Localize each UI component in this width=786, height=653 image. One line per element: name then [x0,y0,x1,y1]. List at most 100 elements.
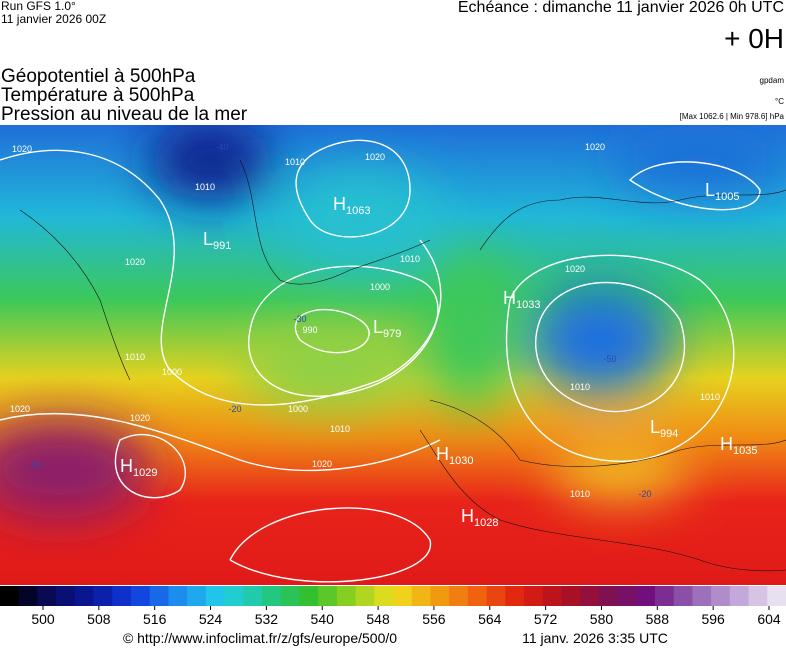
colorbar-tick-label: 596 [701,611,725,627]
pressure-kind: L [705,180,715,200]
echeance: Echéance : dimanche 11 janvier 2026 0h U… [458,0,784,16]
colorbar-tick-label: 604 [757,611,781,627]
colorbar-cell [617,586,637,606]
colorbar-cell [729,586,750,606]
colorbar-cell [37,586,57,606]
isobar-label: 1010 [570,489,590,499]
isobar-label: 1010 [285,157,305,167]
isobar-label: 1010 [125,352,145,362]
colorbar-cell [56,586,76,606]
colorbar-cell [767,586,786,606]
colorbar-tick-label: 524 [199,611,223,627]
colorbar-cell [542,586,562,606]
pressure-kind: H [503,288,516,308]
colorbar-tick-label: 564 [478,611,502,627]
isobar-label: 1010 [570,382,590,392]
colorbar-cell [748,586,768,606]
isobar-label: 1000 [288,404,308,414]
pressure-kind: H [120,456,133,476]
colorbar-cell [393,586,413,606]
isobar-label: 1020 [130,413,150,423]
pressure-value: 979 [383,328,401,340]
colorbar-cell [336,586,357,606]
pressure-kind: H [333,194,346,214]
colorbar-cell [168,586,188,606]
unit-1: gpdam [760,76,785,85]
colorbar-cell [262,586,282,606]
colorbar-cell [580,586,600,606]
isobar-label: 1010 [195,182,215,192]
isobar-label: 1020 [12,144,32,154]
colorbar-cell [18,586,38,606]
isobar-label: 1010 [330,424,350,434]
pressure-kind: L [203,229,213,249]
temperature-label: -50 [603,354,616,364]
footer-url: © http://www.infoclimat.fr/z/gfs/europe/… [123,630,397,646]
pressure-value: 1033 [516,299,540,311]
pressure-value: 1030 [449,455,473,467]
colorbar-cell [673,586,693,606]
pressure-center: L1005 [705,180,740,203]
map [0,125,786,585]
colorbar-tick-label: 548 [366,611,390,627]
isobar-label: 1010 [700,392,720,402]
colorbar-tick-label: 572 [534,611,558,627]
isobar-label: 1000 [370,282,390,292]
pressure-center: L979 [373,317,401,340]
temperature-label: -20 [228,404,241,414]
isobar-label: 1020 [125,257,145,267]
colorbar-cell [187,586,207,606]
lead-time: + 0H [724,23,784,54]
colorbar-cell [131,586,151,606]
pressure-center: H1028 [461,506,498,529]
pressure-value: 1063 [346,205,370,217]
pressure-center: H1030 [436,444,473,467]
run-date: 11 janvier 2026 00Z [1,12,106,26]
colorbar-cell [711,586,731,606]
pressure-value: 994 [660,428,678,440]
colorbar-cell [149,586,169,606]
colorbar-tick-label: 500 [31,611,55,627]
pressure-value: 1005 [715,191,739,203]
isobar-label: 990 [302,325,317,335]
colorbar-cell [374,586,394,606]
colorbar-tick-label: 532 [255,611,279,627]
colorbar-cell [449,586,469,606]
pressure-value: 991 [213,240,231,252]
colorbar-tick-label: 508 [87,611,111,627]
temperature-label: -20 [638,489,651,499]
colorbar-tick-label: 540 [311,611,335,627]
pressure-value: 1029 [133,467,157,479]
pressure-kind: L [650,417,660,437]
colorbar-cell [224,586,244,606]
isobar-label: 1020 [585,142,605,152]
colorbar-cell [318,586,338,606]
colorbar-cell [205,586,226,606]
pressure-kind: H [720,434,733,454]
colorbar-cell [280,586,300,606]
colorbar-cell [411,586,431,606]
run-label: Run GFS 1.0° [1,0,76,13]
colorbar-cell [486,586,506,606]
pressure-value: 1035 [733,445,757,457]
colorbar-cell [467,586,488,606]
pressure-kind: H [436,444,449,464]
colorbar-cell [636,586,656,606]
title-3: Pression au niveau de la mer [1,104,248,125]
unit-3: [Max 1062.6 | Min 978.6] hPa [680,112,785,121]
colorbar-cell [355,586,375,606]
unit-2: °C [775,97,784,106]
temperature-label: -40 [215,142,228,152]
pressure-center: L991 [203,229,231,252]
colorbar-cell [430,586,450,606]
title-1: Géopotentiel à 500hPa [1,66,196,87]
title-2: Température à 500hPa [1,85,195,106]
colorbar-cell [112,586,132,606]
colorbar-cell [692,586,712,606]
pressure-center: H1029 [120,456,157,479]
isobar-label: 1000 [162,367,182,377]
colorbar-tick-label: 516 [143,611,167,627]
colorbar-cell [93,586,113,606]
colorbar-cell [524,586,544,606]
footer-time: 11 janv. 2026 3:35 UTC [522,630,668,646]
